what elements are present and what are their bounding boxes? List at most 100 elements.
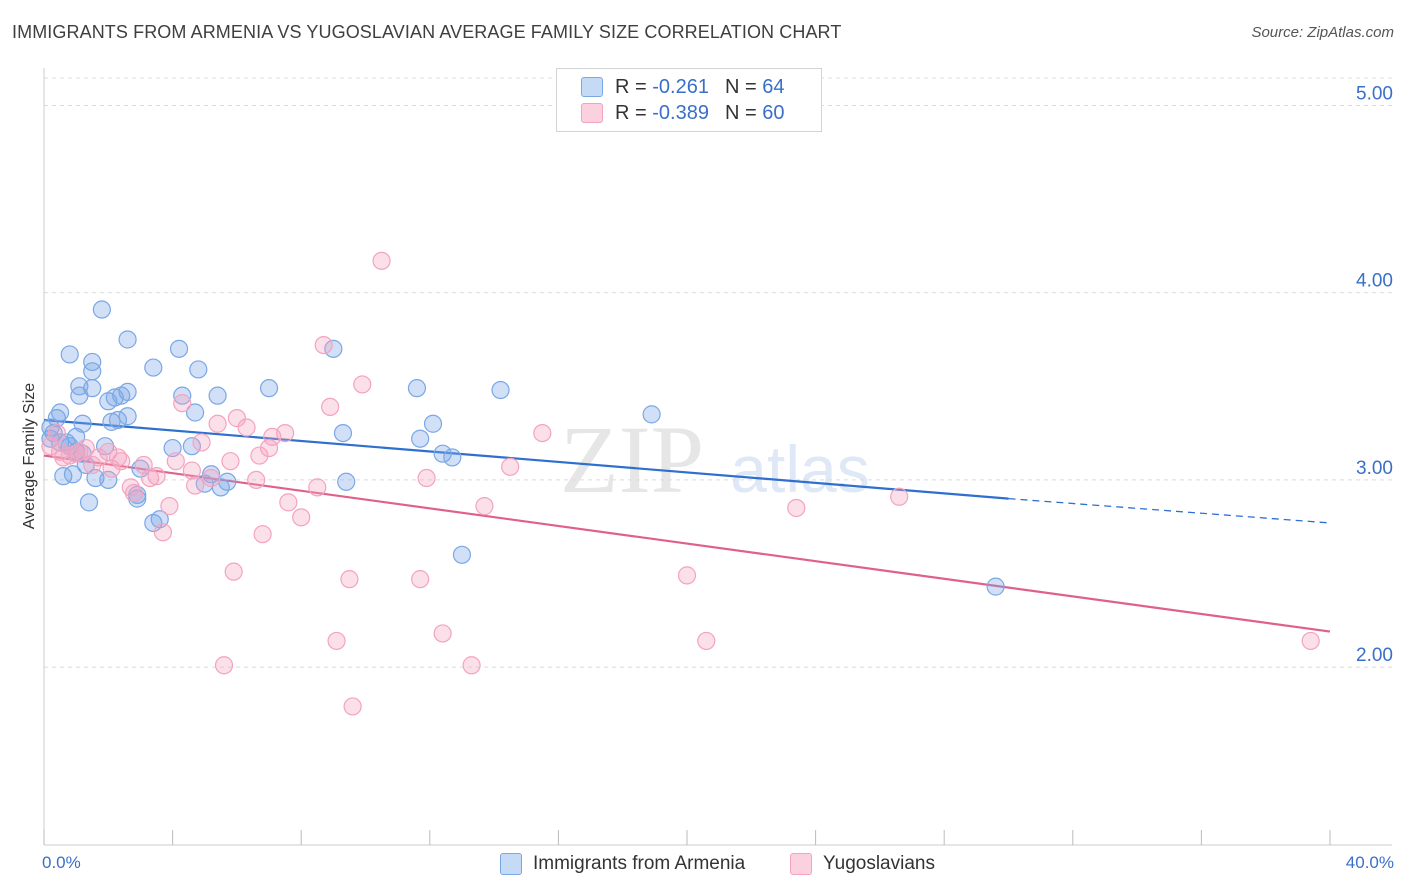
point-yugoslavians bbox=[475, 497, 494, 516]
series-legend: Immigrants from Armenia Yugoslavians bbox=[0, 850, 1406, 880]
x-tick-label-max: 40.0% bbox=[1346, 853, 1394, 872]
point-armenia bbox=[73, 414, 92, 433]
legend-item-armenia[interactable]: Immigrants from Armenia bbox=[500, 850, 745, 878]
point-yugoslavians bbox=[253, 525, 272, 544]
point-yugoslavians bbox=[112, 452, 131, 471]
point-yugoslavians bbox=[76, 438, 95, 458]
y-tick-label: 3.00 bbox=[1356, 458, 1393, 479]
point-armenia bbox=[433, 444, 452, 463]
point-yugoslavians bbox=[166, 452, 185, 471]
point-armenia bbox=[423, 414, 443, 433]
point-yugoslavians bbox=[259, 438, 279, 458]
point-armenia bbox=[102, 412, 121, 431]
point-armenia bbox=[186, 403, 205, 422]
legend-label-armenia: Immigrants from Armenia bbox=[533, 853, 746, 874]
point-armenia bbox=[491, 380, 510, 400]
trend-line-armenia-extension bbox=[1008, 497, 1331, 524]
point-yugoslavians bbox=[787, 498, 806, 518]
point-yugoslavians bbox=[279, 493, 298, 512]
point-armenia bbox=[259, 379, 279, 398]
point-yugoslavians bbox=[147, 467, 166, 486]
point-armenia bbox=[642, 405, 661, 424]
point-armenia bbox=[169, 339, 189, 358]
point-yugoslavians bbox=[237, 418, 256, 437]
point-yugoslavians bbox=[182, 461, 201, 480]
legend-swatch-armenia bbox=[500, 853, 522, 875]
point-yugoslavians bbox=[314, 335, 333, 355]
point-yugoslavians bbox=[308, 478, 327, 497]
point-armenia bbox=[452, 545, 472, 564]
point-armenia bbox=[218, 472, 237, 491]
point-yugoslavians bbox=[276, 423, 295, 443]
point-yugoslavians bbox=[160, 497, 179, 516]
point-armenia bbox=[60, 345, 79, 364]
point-armenia bbox=[83, 379, 102, 398]
r-label: R = bbox=[615, 75, 647, 98]
point-armenia bbox=[337, 472, 356, 491]
point-armenia bbox=[333, 423, 353, 443]
point-armenia bbox=[411, 429, 430, 448]
y-tick-label: 4.00 bbox=[1356, 271, 1393, 292]
source-label: Source: ZipAtlas.com bbox=[1251, 24, 1394, 41]
y-tick-label: 2.00 bbox=[1356, 645, 1393, 666]
point-yugoslavians bbox=[1301, 631, 1320, 651]
point-armenia bbox=[128, 485, 147, 504]
watermark: ZIP atlas bbox=[560, 406, 870, 513]
point-yugoslavians bbox=[67, 444, 86, 463]
point-armenia bbox=[324, 339, 343, 358]
point-armenia bbox=[118, 407, 137, 426]
point-armenia bbox=[99, 470, 118, 490]
watermark-zip: ZIP bbox=[560, 406, 704, 513]
point-yugoslavians bbox=[372, 251, 391, 270]
stats-row-yugoslavians: R = -0.389 N = 60 bbox=[581, 101, 784, 125]
point-yugoslavians bbox=[208, 414, 227, 433]
point-armenia bbox=[986, 577, 1005, 596]
point-yugoslavians bbox=[102, 459, 121, 478]
trend-lines bbox=[43, 418, 1331, 633]
point-yugoslavians bbox=[417, 468, 436, 488]
point-armenia bbox=[83, 352, 102, 372]
point-armenia bbox=[47, 409, 66, 428]
x-tick-label-min: 0.0% bbox=[42, 853, 81, 872]
stats-legend: R = -0.261 N = 64 R = -0.389 N = 60 bbox=[556, 68, 822, 132]
point-armenia bbox=[208, 386, 227, 405]
point-yugoslavians bbox=[83, 455, 102, 475]
point-yugoslavians bbox=[89, 448, 108, 467]
point-yugoslavians bbox=[140, 468, 160, 488]
point-armenia bbox=[50, 403, 70, 422]
point-yugoslavians bbox=[327, 631, 346, 651]
point-armenia bbox=[83, 362, 102, 381]
point-armenia bbox=[108, 410, 128, 430]
point-yugoslavians bbox=[153, 523, 173, 542]
axes bbox=[43, 68, 1392, 846]
point-yugoslavians bbox=[192, 433, 211, 452]
legend-swatch-yugoslavians bbox=[790, 853, 812, 875]
point-yugoslavians bbox=[343, 697, 362, 716]
r-value: -0.261 bbox=[652, 75, 709, 98]
n-value: 64 bbox=[762, 75, 785, 98]
point-yugoslavians bbox=[533, 423, 552, 443]
legend-label-yugoslavians: Yugoslavians bbox=[823, 853, 935, 874]
grid bbox=[44, 77, 1392, 668]
point-armenia bbox=[95, 437, 115, 456]
point-armenia bbox=[118, 382, 137, 402]
stats-row-armenia: R = -0.261 N = 64 bbox=[581, 75, 784, 99]
legend-item-yugoslavians[interactable]: Yugoslavians bbox=[790, 850, 935, 878]
y-tick-label: 5.00 bbox=[1356, 83, 1393, 104]
point-yugoslavians bbox=[224, 562, 243, 581]
n-label: N = bbox=[724, 101, 757, 124]
y-axis-label: Average Family Size bbox=[21, 383, 38, 530]
point-armenia bbox=[144, 358, 163, 377]
point-yugoslavians bbox=[697, 631, 716, 651]
legend-swatch-armenia bbox=[581, 77, 603, 97]
point-yugoslavians bbox=[202, 468, 221, 488]
point-yugoslavians bbox=[501, 457, 520, 476]
point-yugoslavians bbox=[292, 508, 311, 527]
r-value: -0.389 bbox=[652, 101, 709, 124]
trend-line-yugoslavians bbox=[43, 454, 1331, 633]
point-yugoslavians bbox=[340, 570, 359, 589]
point-yugoslavians bbox=[173, 394, 192, 413]
point-yugoslavians bbox=[50, 442, 70, 461]
point-yugoslavians bbox=[214, 656, 234, 675]
